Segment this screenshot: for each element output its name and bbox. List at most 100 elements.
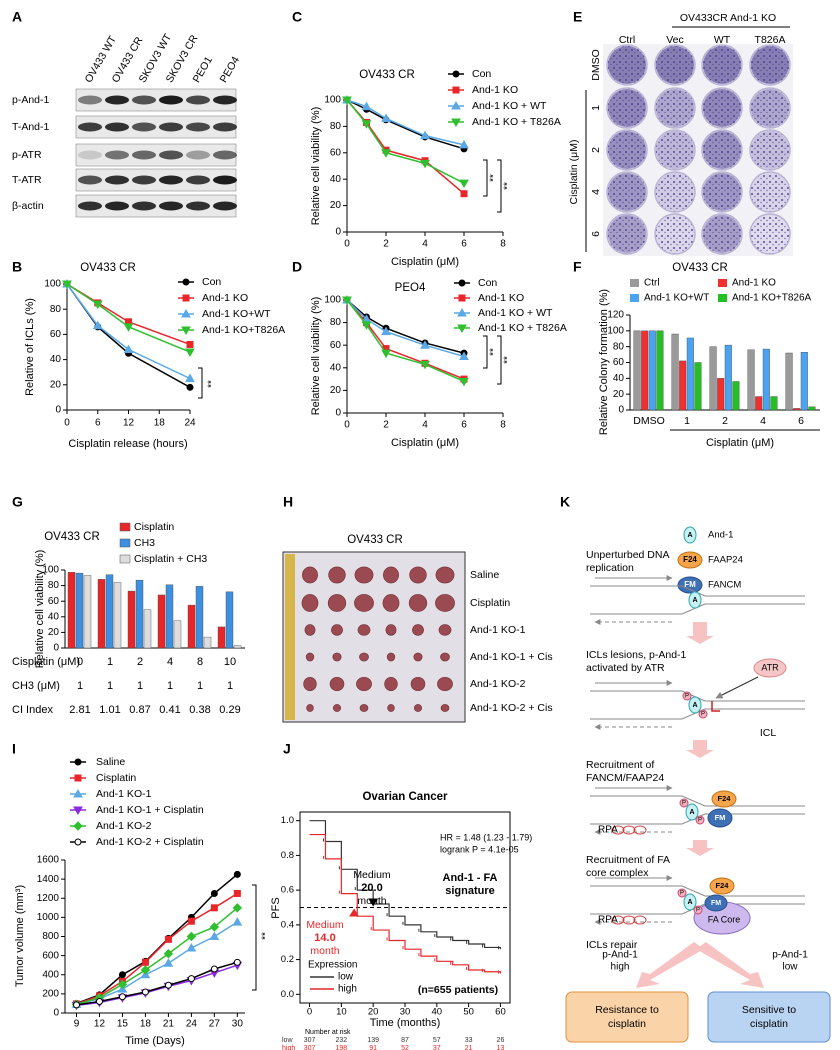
point bbox=[164, 935, 172, 943]
x-axis-label: Cisplatin (μM) bbox=[391, 437, 459, 449]
point bbox=[164, 981, 172, 989]
bar bbox=[679, 360, 687, 411]
icon-text: P bbox=[696, 908, 700, 914]
point bbox=[118, 971, 126, 979]
significance: ** bbox=[503, 182, 514, 190]
legend-marker bbox=[457, 307, 467, 317]
chart-title: OV433 CR bbox=[672, 262, 728, 274]
signature-text: And-1 - FA bbox=[443, 872, 498, 884]
icon-text: P bbox=[680, 891, 684, 897]
chart-title: OV433 CR bbox=[80, 262, 136, 274]
bar bbox=[97, 579, 106, 649]
legend-label: And-1 KO+T826A bbox=[732, 293, 812, 304]
legend-label: And-1 KO+WT bbox=[644, 293, 709, 304]
tumor bbox=[354, 594, 374, 612]
legend-marker bbox=[452, 86, 460, 94]
legend-marker bbox=[457, 324, 467, 334]
blot-band bbox=[213, 201, 237, 211]
point bbox=[420, 340, 430, 349]
flow-arrow bbox=[696, 942, 764, 988]
n-text: (n=655 patients) bbox=[418, 984, 498, 996]
category-label: 10 bbox=[224, 656, 236, 668]
blot-band bbox=[105, 122, 129, 132]
chart-title: OV433 CR bbox=[359, 69, 415, 81]
blot-band bbox=[78, 95, 102, 105]
legend-label: And-1 KO + T826A bbox=[472, 116, 561, 128]
series-line bbox=[66, 283, 191, 380]
outcome-text: Sensitive to bbox=[742, 1004, 796, 1016]
plate-density bbox=[703, 215, 741, 253]
row-label: 6 bbox=[590, 231, 602, 237]
y-tick-label: 100 bbox=[42, 565, 59, 576]
y-tick-label: 80 bbox=[330, 317, 342, 328]
row-label: DMSO bbox=[590, 49, 602, 81]
table-cell: 1 bbox=[167, 680, 173, 692]
column-label: Ctrl bbox=[619, 34, 635, 46]
tumor bbox=[301, 594, 319, 612]
icon-text: A bbox=[689, 809, 694, 816]
point bbox=[62, 280, 72, 290]
blot-band bbox=[78, 175, 102, 185]
point bbox=[209, 931, 220, 940]
legend-label: And-1 KO + WT bbox=[478, 307, 553, 319]
phospho bbox=[677, 888, 687, 898]
plate-density bbox=[608, 131, 646, 169]
blot-band bbox=[186, 122, 210, 132]
point bbox=[123, 323, 134, 332]
image-title: OV433 CR bbox=[347, 534, 403, 546]
icon bbox=[688, 696, 702, 714]
plate-density bbox=[703, 46, 741, 84]
y-tick-label: 1600 bbox=[37, 855, 60, 866]
legend-marker bbox=[458, 279, 466, 287]
legend-label: Ctrl bbox=[644, 278, 660, 289]
y-tick-label: 20 bbox=[330, 200, 342, 211]
x-tick-label: 50 bbox=[463, 1007, 474, 1018]
category-label: 2 bbox=[137, 656, 143, 668]
median-text: Medium bbox=[353, 869, 391, 881]
tumor bbox=[357, 624, 371, 636]
plate bbox=[654, 129, 696, 171]
y-tick-label: 60 bbox=[613, 357, 625, 368]
bar bbox=[648, 330, 656, 411]
x-tick-label: 30 bbox=[400, 1007, 411, 1018]
legend-label: And-1 KO-1 + Cisplatin bbox=[96, 804, 204, 816]
plate bbox=[701, 171, 743, 213]
row-label: 4 bbox=[590, 189, 602, 195]
point bbox=[420, 130, 430, 140]
median-text: Medium bbox=[306, 919, 344, 931]
legend-label: Con bbox=[202, 276, 221, 288]
risk-row-label: high bbox=[282, 1045, 295, 1050]
point bbox=[361, 120, 372, 129]
x-tick-label: 0 bbox=[307, 1007, 312, 1018]
y-axis-label: Relative of ICLs (%) bbox=[24, 298, 36, 396]
tumor bbox=[408, 594, 428, 612]
tumor bbox=[305, 652, 315, 662]
panel-label: C bbox=[292, 9, 302, 25]
legend-marker bbox=[451, 100, 461, 110]
plate-density bbox=[703, 131, 741, 169]
phospho bbox=[679, 798, 689, 808]
significance: ** bbox=[489, 174, 500, 182]
bar bbox=[793, 408, 801, 411]
series-line bbox=[76, 907, 238, 1006]
blot-band bbox=[213, 175, 237, 185]
x-tick-label: 24 bbox=[186, 1019, 198, 1030]
significance: ** bbox=[261, 932, 272, 940]
logrank-text: logrank P = 4.1e-05 bbox=[440, 844, 519, 854]
step-text: Recruitment of FA bbox=[586, 854, 670, 866]
blot-band bbox=[132, 201, 156, 211]
blot-band bbox=[132, 150, 156, 160]
row-label: And-1 KO-1 bbox=[470, 624, 526, 636]
tumor bbox=[331, 624, 343, 636]
panel-label: E bbox=[573, 9, 582, 25]
x-tick-label: 21 bbox=[163, 1019, 175, 1030]
blot-band bbox=[186, 150, 210, 160]
x-tick-label: 8 bbox=[500, 420, 506, 431]
plate-density bbox=[703, 89, 741, 127]
x-tick-label: 4 bbox=[760, 415, 766, 427]
tumor bbox=[386, 652, 396, 662]
point bbox=[381, 149, 391, 158]
plate-density bbox=[608, 46, 646, 84]
series-line bbox=[66, 283, 191, 353]
